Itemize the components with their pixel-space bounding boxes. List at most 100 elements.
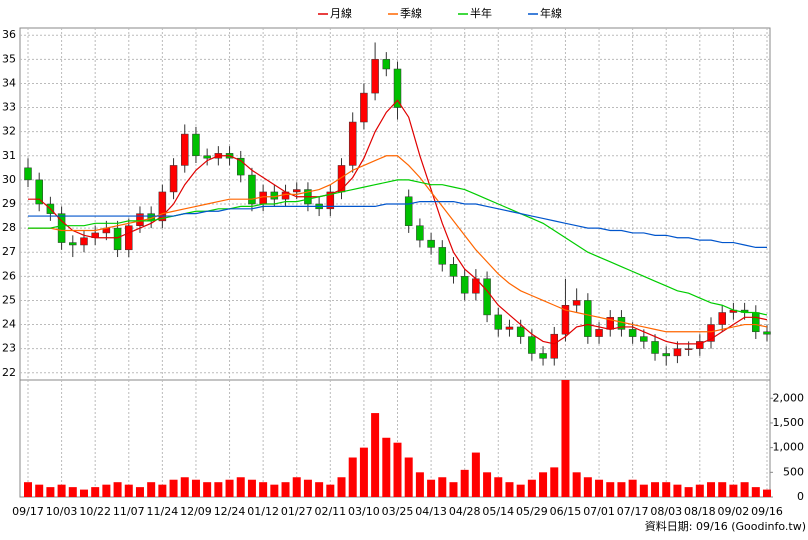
y-tick-label: 33 [2,101,16,114]
x-tick-label: 08/03 [650,505,682,518]
volume-bar [158,484,167,497]
candle-body [393,68,402,108]
x-tick-label: 09/17 [12,505,44,518]
candle-body [292,189,301,193]
x-tick-label: 01/12 [247,505,279,518]
x-tick-label: 03/10 [348,505,380,518]
x-tick-label: 10/22 [79,505,111,518]
x-tick-label: 02/11 [314,505,346,518]
volume-bar [572,472,581,497]
x-tick-label: 08/18 [684,505,716,518]
y-tick-label: 35 [2,52,16,65]
legend-label: 季線 [400,6,422,20]
moving-average-line [28,200,767,248]
volume-bar [471,452,480,497]
candle-body [203,155,211,159]
x-tick-label: 07/01 [583,505,615,518]
candle-body [236,157,245,176]
candle-body [158,191,167,222]
candle-body [326,191,335,210]
candle-body [763,331,771,335]
volume-bar [393,442,402,497]
candle-body [752,312,760,333]
candle-body [416,225,424,241]
volume-bar [662,482,671,497]
legend-label: 年線 [540,6,562,20]
volume-bar [315,482,324,497]
volume-bar [751,487,760,497]
footer: 資料日期: 09/16 (Goodinfo.tw) [645,519,806,533]
volume-bar [639,484,648,497]
volume-bar [46,487,55,497]
x-tick-label: 10/03 [46,505,78,518]
candle-body [505,326,514,330]
volume-bar [449,482,458,497]
volume-bar [35,484,44,497]
candle-body [125,225,133,251]
moving-average-line [28,99,768,345]
candle-body [259,191,267,205]
y-tick-label: 23 [2,342,16,355]
x-tick-label: 12/24 [214,505,246,518]
y-tick-label: 26 [2,269,16,282]
candle-body [449,264,458,277]
y2-tick-label: 0 [797,490,804,503]
volume-bar [214,482,223,497]
candle-body [528,336,536,354]
candle-body [382,59,391,70]
volume-bar [147,482,156,497]
candle-body [572,300,581,306]
y-tick-label: 25 [2,293,16,306]
x-tick-label: 04/28 [449,505,481,518]
volume-bar [583,477,592,497]
candle-body [460,276,469,294]
volume-bar [527,479,536,497]
x-tick-label: 09/16 [751,505,783,518]
volume-bar [516,484,525,497]
volume-bar [617,482,626,497]
candle-body [707,324,715,342]
volume-bar [57,484,66,497]
candle-body [69,242,77,246]
volume-bar [415,472,424,497]
y2-tick-label: 2,000 [773,391,805,404]
volume-bar [180,477,189,497]
candle-body [360,92,368,123]
volume-bar [281,482,290,497]
candle-body [516,326,525,337]
volume-bar [740,482,749,497]
x-tick-label: 03/25 [382,505,414,518]
volume-bar [595,479,604,497]
candle-body [662,353,670,357]
volume-bar [382,437,391,497]
candle-body [718,312,726,325]
x-tick-label: 11/07 [113,505,145,518]
volume-bar [483,472,492,497]
candle-body [651,341,659,354]
x-tick-label: 06/15 [550,505,582,518]
volume-bar [259,482,268,497]
candle-body [80,237,88,246]
candle-body [57,213,66,243]
y-tick-label: 31 [2,149,16,162]
volume-bar [371,413,380,497]
volume-bar [404,457,413,497]
y-tick-label: 36 [2,28,16,41]
candle-body [494,314,503,330]
volume-bar [606,482,615,497]
volume-bar [247,479,256,497]
candle-body [673,348,682,357]
x-tick-label: 05/29 [516,505,548,518]
volume-bar [135,487,144,497]
candle-body [113,227,122,251]
y-tick-label: 30 [2,173,16,186]
volume-bar [303,479,312,497]
volume-bar [628,479,637,497]
y2-tick-label: 1,000 [773,441,805,454]
candle-body [684,348,693,350]
moving-average-line [28,179,768,316]
y-tick-label: 34 [2,76,16,89]
candle-body [24,167,32,181]
x-tick-label: 07/17 [617,505,649,518]
